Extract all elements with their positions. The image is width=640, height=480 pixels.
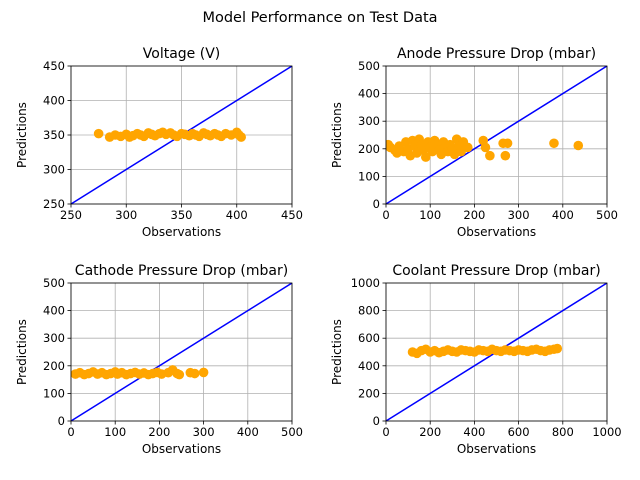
y-tick-label: 0 <box>373 414 380 428</box>
x-tick-label: 200 <box>419 425 441 439</box>
y-axis-label: Predictions <box>15 319 29 385</box>
axes-frame <box>385 65 608 205</box>
y-tick-label: 600 <box>358 331 380 345</box>
data-point <box>502 138 513 149</box>
subplot-title: Coolant Pressure Drop (mbar) <box>392 263 600 279</box>
data-point <box>552 343 563 354</box>
data-point <box>462 142 473 153</box>
x-tick-label: 200 <box>148 425 170 439</box>
y-tick-label: 300 <box>43 331 65 345</box>
y-tick-label: 100 <box>358 169 380 183</box>
y-tick-label: 200 <box>43 359 65 373</box>
x-tick-label: 300 <box>193 425 215 439</box>
y-tick-label: 100 <box>43 386 65 400</box>
x-tick-label: 400 <box>463 425 485 439</box>
subplot-3: 0 100 200 300 400 500 0 100 200 300 400 500 Cathode … <box>15 263 303 456</box>
x-tick-label: 800 <box>552 425 574 439</box>
x-tick-label: 200 <box>463 208 485 222</box>
data-point <box>485 150 495 161</box>
y-tick-label: 450 <box>43 59 65 73</box>
y-tick-label: 400 <box>43 304 65 318</box>
subplot-title: Anode Pressure Drop (mbar) <box>397 46 596 62</box>
y-tick-label: 0 <box>373 197 380 211</box>
x-tick-label: 0 <box>382 425 389 439</box>
y-tick-label: 500 <box>358 59 380 73</box>
data-point <box>189 368 200 379</box>
subplot-title: Voltage (V) <box>143 46 220 62</box>
y-tick-label: 400 <box>358 87 380 101</box>
axes-frame <box>70 282 293 422</box>
data-point <box>198 367 209 378</box>
data-point <box>549 138 559 149</box>
y-tick-label: 0 <box>58 414 65 428</box>
x-tick-label: 0 <box>382 208 389 222</box>
x-tick-label: 600 <box>508 425 530 439</box>
data-point <box>573 140 584 151</box>
y-tick-label: 350 <box>43 128 65 142</box>
x-tick-label: 1000 <box>592 425 621 439</box>
x-tick-label: 350 <box>171 208 193 222</box>
subplot-1: 250 300 350 400 450 250 300 350 400 450 Voltage (V… <box>15 46 303 239</box>
x-tick-label: 500 <box>281 425 303 439</box>
x-tick-label: 400 <box>237 425 259 439</box>
reference-line <box>386 66 607 204</box>
data-point <box>236 132 246 142</box>
y-tick-label: 1000 <box>351 276 380 290</box>
y-tick-label: 250 <box>43 197 65 211</box>
x-tick-label: 100 <box>104 425 126 439</box>
x-axis-label: Observations <box>457 225 536 239</box>
x-tick-label: 300 <box>508 208 530 222</box>
y-tick-label: 800 <box>358 304 380 318</box>
y-tick-label: 300 <box>43 163 65 177</box>
x-tick-label: 500 <box>596 208 618 222</box>
y-axis-label: Predictions <box>15 102 29 168</box>
x-tick-label: 400 <box>552 208 574 222</box>
x-axis-label: Observations <box>142 442 221 456</box>
x-axis-label: Observations <box>457 442 536 456</box>
x-tick-label: 450 <box>281 208 303 222</box>
data-point <box>93 128 104 139</box>
axes-frame <box>385 282 608 422</box>
data-point <box>420 152 431 162</box>
x-tick-label: 100 <box>419 208 441 222</box>
x-axis-label: Observations <box>142 225 221 239</box>
x-tick-label: 300 <box>115 208 137 222</box>
y-axis-label: Predictions <box>330 102 344 168</box>
y-axis-label: Predictions <box>330 319 344 385</box>
y-tick-label: 200 <box>358 142 380 156</box>
y-tick-label: 200 <box>358 386 380 400</box>
data-point <box>480 142 491 153</box>
subplot-2: 0 100 200 300 400 500 0 100 200 300 400 500 Anode Pr… <box>330 46 618 239</box>
x-tick-label: 250 <box>60 208 82 222</box>
reference-line <box>71 283 292 421</box>
data-point <box>500 150 511 161</box>
data-point <box>174 369 185 380</box>
subplot-4: 0 200 400 600 800 1000 0 200 400 600 800 1000 Coolan… <box>330 263 622 456</box>
figure-title: Model Performance on Test Data <box>202 10 437 26</box>
y-tick-label: 500 <box>43 276 65 290</box>
y-tick-label: 400 <box>358 359 380 373</box>
x-tick-label: 0 <box>67 425 74 439</box>
y-tick-label: 400 <box>43 94 65 108</box>
subplot-title: Cathode Pressure Drop (mbar) <box>75 263 288 279</box>
y-tick-label: 300 <box>358 114 380 128</box>
x-tick-label: 400 <box>226 208 248 222</box>
